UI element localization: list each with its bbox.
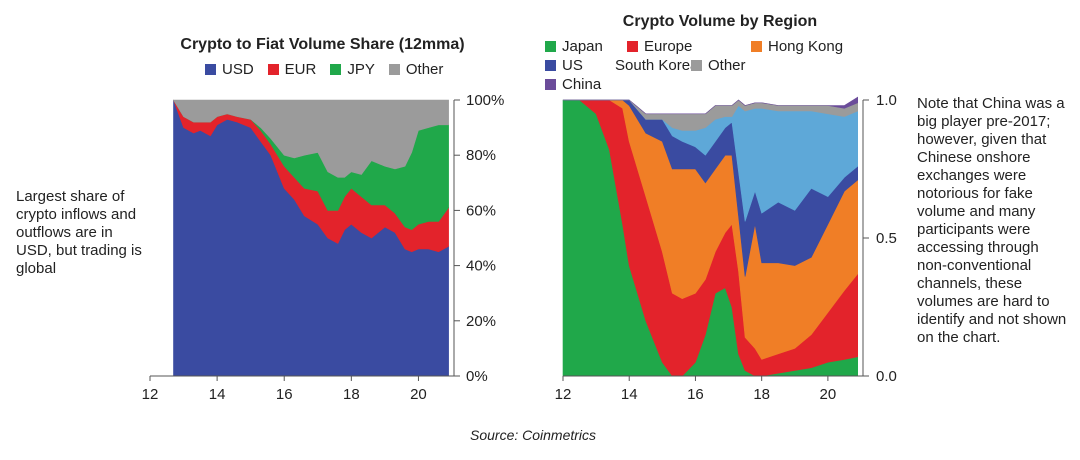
region-legend-item-other: Other bbox=[691, 57, 811, 74]
legend-swatch bbox=[330, 64, 342, 75]
fiat-chart-title: Crypto to Fiat Volume Share (12mma) bbox=[180, 36, 465, 53]
fiat-y-tick-label: 60% bbox=[466, 202, 496, 219]
fiat-legend-item-jpy: JPY bbox=[330, 61, 375, 78]
fiat-y-tick-label: 100% bbox=[466, 92, 504, 109]
region-x-tick-label: 16 bbox=[687, 386, 704, 403]
legend-label: Hong Kong bbox=[768, 38, 844, 55]
fiat-legend-item-other: Other bbox=[388, 61, 444, 78]
fiat-legend-item-usd: USD bbox=[205, 61, 254, 78]
region-y-tick-label: 0.5 bbox=[876, 230, 897, 247]
legend-label: Other bbox=[708, 57, 746, 74]
region-y-tick-label: 1.0 bbox=[876, 92, 897, 109]
fiat-x-tick-label: 16 bbox=[276, 386, 293, 403]
legend-swatch bbox=[267, 64, 279, 75]
region-area-china bbox=[563, 96, 858, 115]
region-legend-item-hong-kong: Hong Kong bbox=[751, 38, 866, 55]
region-legend-item-japan: Japan bbox=[545, 38, 623, 55]
fiat-y-tick-label: 0% bbox=[466, 368, 488, 385]
right-annotation: Note that China was a big player pre-201… bbox=[917, 95, 1067, 346]
region-x-tick-label: 14 bbox=[621, 386, 638, 403]
fiat-volume-share-chart: 12 14 16 18 20 0% 20% 40% 60% 80% 100% bbox=[142, 92, 505, 403]
region-x-tick-label: 18 bbox=[753, 386, 770, 403]
fiat-chart-legend: USD EUR JPY Other bbox=[205, 61, 485, 78]
region-legend-item-china: China bbox=[545, 76, 660, 93]
source-note: Source: Coinmetrics bbox=[470, 427, 597, 443]
fiat-x-tick-label: 14 bbox=[209, 386, 226, 403]
region-volume-chart: 12 14 16 18 20 0.0 0.5 1.0 bbox=[555, 92, 897, 403]
legend-label: Japan bbox=[562, 38, 603, 55]
fiat-y-tick-label: 20% bbox=[466, 313, 496, 330]
legend-swatch bbox=[388, 64, 400, 75]
region-y-tick-label: 0.0 bbox=[876, 368, 897, 385]
legend-swatch bbox=[751, 41, 762, 52]
fiat-legend-item-eur: EUR bbox=[267, 61, 317, 78]
fiat-area-other bbox=[172, 99, 449, 178]
fiat-x-tick-label: 20 bbox=[410, 386, 427, 403]
legend-label: South Korea bbox=[615, 57, 699, 74]
left-annotation: Largest share of crypto inflows and outf… bbox=[16, 188, 142, 277]
region-legend-item-europe: Europe bbox=[627, 38, 747, 55]
legend-label: Europe bbox=[644, 38, 693, 55]
region-legend-item-us: US bbox=[545, 57, 605, 74]
legend-label: USD bbox=[222, 61, 254, 78]
region-x-tick-label: 12 bbox=[555, 386, 572, 403]
region-chart-title: Crypto Volume by Region bbox=[622, 13, 818, 30]
legend-label: JPY bbox=[347, 61, 375, 78]
fiat-x-tick-label: 12 bbox=[142, 386, 159, 403]
region-legend-item-south-korea: South Korea bbox=[609, 57, 698, 74]
legend-label: Other bbox=[405, 61, 444, 78]
legend-swatch bbox=[545, 60, 556, 71]
legend-swatch bbox=[545, 41, 556, 52]
legend-swatch bbox=[205, 64, 216, 75]
legend-label: EUR bbox=[284, 61, 317, 78]
legend-swatch bbox=[627, 41, 638, 52]
region-x-tick-label: 20 bbox=[820, 386, 837, 403]
legend-swatch bbox=[545, 79, 556, 90]
legend-swatch bbox=[691, 60, 702, 71]
legend-label: US bbox=[562, 57, 583, 74]
fiat-x-tick-label: 18 bbox=[343, 386, 360, 403]
region-chart-legend: Japan Europe Hong Kong US South Korea Other Ch… bbox=[545, 38, 925, 93]
legend-label: China bbox=[562, 76, 602, 93]
fiat-y-tick-label: 80% bbox=[466, 147, 496, 164]
fiat-y-tick-label: 40% bbox=[466, 258, 496, 275]
